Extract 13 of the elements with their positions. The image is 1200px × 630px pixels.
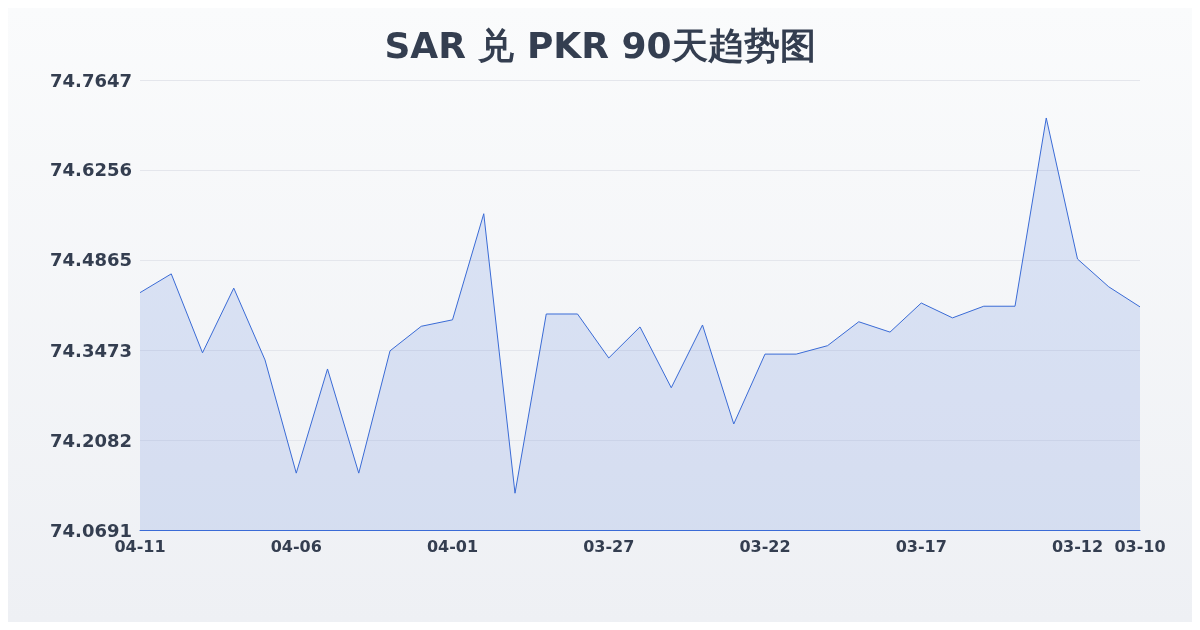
chart-title: SAR 兑 PKR 90天趋势图 (384, 24, 816, 66)
y-tick-label: 74.7647 (50, 69, 132, 91)
x-tick-label: 03-12 (1051, 536, 1104, 556)
x-tick-label: 04-06 (270, 536, 322, 556)
x-tick-label: 03-22 (739, 536, 791, 556)
x-tick-label: 03-27 (583, 536, 635, 556)
y-tick-label: 74.4865 (50, 249, 132, 271)
x-tick-label: 03-10 (1114, 536, 1166, 556)
y-tick-label: 74.3473 (50, 339, 132, 361)
x-tick-label: 04-01 (426, 536, 479, 556)
x-tick-label: 03-17 (895, 536, 947, 556)
y-tick-label: 74.2082 (50, 429, 132, 451)
y-tick-label: 74.6256 (50, 159, 132, 181)
